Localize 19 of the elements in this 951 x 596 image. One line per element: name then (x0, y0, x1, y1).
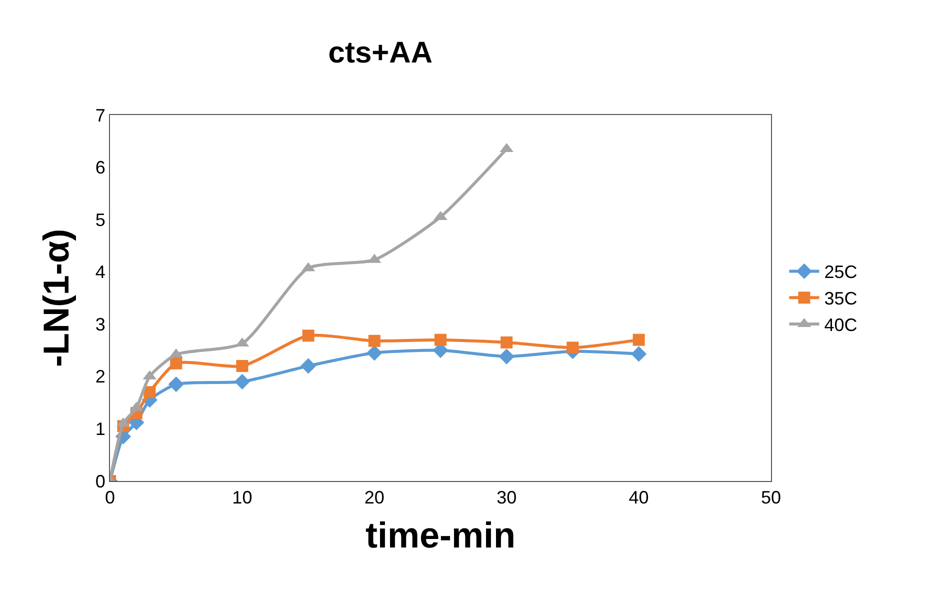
y-tick-label: 4 (95, 262, 106, 282)
chart-title: cts+AA (328, 36, 433, 70)
legend-label: 40C (824, 315, 858, 336)
y-tick-label: 5 (95, 210, 106, 230)
x-axis-title: time-min (365, 514, 516, 556)
x-tick-label: 20 (364, 488, 384, 508)
y-tick-label: 2 (95, 366, 106, 387)
y-tick-label: 0 (95, 471, 106, 492)
x-tick-label: 40 (628, 488, 649, 508)
x-tick-label: 10 (232, 488, 252, 508)
y-axis-title: -LN(1-α) (35, 228, 76, 368)
legend-label: 35C (824, 288, 858, 309)
y-tick-label: 1 (95, 419, 106, 440)
y-tick-label: 7 (95, 105, 106, 126)
x-tick-label: 50 (760, 488, 782, 508)
x-tick-label: 30 (496, 488, 517, 508)
legend-label: 25C (824, 262, 858, 282)
y-tick-label: 6 (95, 158, 106, 178)
y-tick-label: 3 (95, 314, 106, 334)
